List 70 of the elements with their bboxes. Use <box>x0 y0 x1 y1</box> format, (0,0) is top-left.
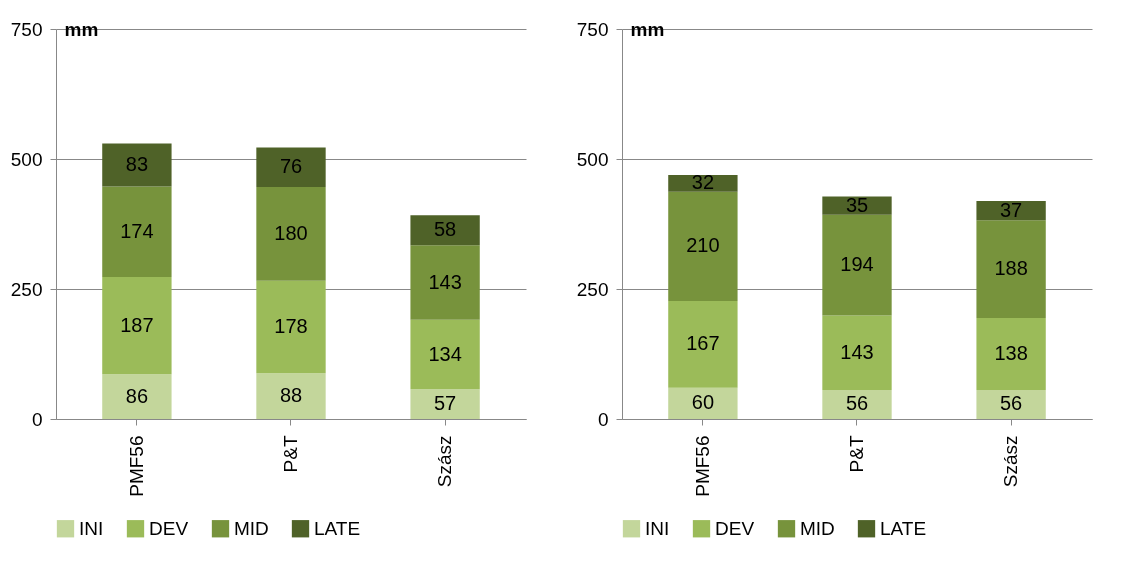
x-tick-label: PMF56 <box>125 435 147 497</box>
bar <box>822 196 892 215</box>
bar <box>256 373 326 419</box>
data-label: 143 <box>840 340 874 363</box>
y-axis-title: mm <box>630 18 665 40</box>
data-label: 35 <box>845 193 869 216</box>
bar <box>668 300 738 388</box>
bar <box>410 389 480 419</box>
data-label: 138 <box>994 342 1028 364</box>
y-tick-label: 500 <box>10 148 43 170</box>
bar <box>102 277 172 375</box>
bar <box>256 280 326 374</box>
bar <box>976 389 1046 419</box>
y-tick-label: 500 <box>576 148 609 170</box>
bar <box>102 374 172 419</box>
bar <box>976 318 1046 390</box>
data-label: 76 <box>279 155 303 178</box>
data-label: 58 <box>433 218 457 241</box>
legend-label: LATE <box>314 517 361 539</box>
data-label: 187 <box>120 313 154 336</box>
x-tick-label: Szász <box>434 435 456 488</box>
data-label: 167 <box>686 332 720 355</box>
legend-label: LATE <box>880 517 927 539</box>
data-label: 37 <box>999 198 1023 221</box>
data-label: 194 <box>840 253 874 276</box>
data-label: 86 <box>125 384 149 407</box>
data-label: 88 <box>279 384 303 407</box>
data-label: 143 <box>428 270 462 293</box>
bar <box>668 191 738 301</box>
bar <box>822 389 892 419</box>
bar <box>410 319 480 390</box>
y-tick-label: 0 <box>31 408 43 430</box>
data-label: 57 <box>433 392 457 415</box>
bar <box>668 387 738 419</box>
bar <box>256 187 326 281</box>
x-tick-label: PMF56 <box>691 435 713 497</box>
x-tick-label: P&T <box>846 435 867 473</box>
legend-label: DEV <box>715 517 755 539</box>
y-tick-label: 750 <box>10 18 43 40</box>
y-tick-label: 250 <box>576 278 609 300</box>
bar <box>410 245 480 320</box>
x-tick-label: Szász <box>1000 435 1022 488</box>
data-label: 134 <box>428 342 462 365</box>
y-axis-title: mm <box>64 18 99 40</box>
data-label: 56 <box>845 392 869 415</box>
bar <box>102 186 172 278</box>
data-label: 178 <box>274 314 308 337</box>
bar <box>976 220 1046 319</box>
legend-label: DEV <box>149 517 189 539</box>
bar <box>256 147 326 188</box>
data-label: 210 <box>686 234 720 257</box>
legend-label: MID <box>234 517 269 539</box>
y-tick-label: 0 <box>597 408 609 430</box>
legend-label: INI <box>79 517 104 539</box>
bar <box>102 143 172 187</box>
data-label: 174 <box>120 219 154 242</box>
data-label: 188 <box>994 257 1028 280</box>
bar <box>822 315 892 390</box>
data-label: 60 <box>691 391 715 414</box>
legend-label: MID <box>800 517 835 539</box>
legend-label: INI <box>645 517 670 539</box>
bar <box>410 215 480 246</box>
data-label: 83 <box>125 152 149 175</box>
data-label: 180 <box>274 221 308 244</box>
y-tick-label: 750 <box>576 18 609 40</box>
y-tick-label: 250 <box>10 278 43 300</box>
x-tick-label: P&T <box>280 435 301 473</box>
bar <box>822 214 892 316</box>
data-label: 32 <box>691 171 715 194</box>
data-label: 56 <box>999 392 1023 415</box>
